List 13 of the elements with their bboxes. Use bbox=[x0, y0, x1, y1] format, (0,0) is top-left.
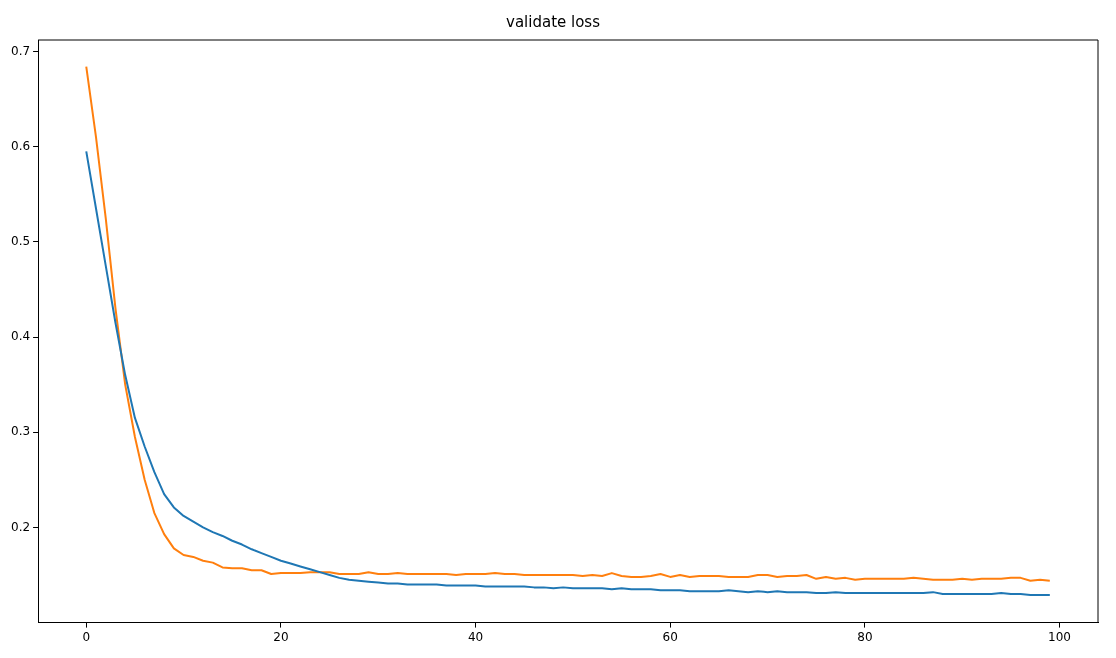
y-tick-label: 0.5 bbox=[10, 233, 31, 248]
x-tick-label: 40 bbox=[467, 629, 484, 644]
x-tick-label: 100 bbox=[1048, 629, 1072, 644]
x-tick-label: 80 bbox=[857, 629, 873, 644]
chart-title: validate loss bbox=[506, 12, 601, 31]
y-tick-label: 0.2 bbox=[10, 519, 31, 534]
y-tick-label: 0.7 bbox=[10, 43, 31, 58]
x-tick-label: 20 bbox=[273, 629, 289, 644]
y-tick-label: 0.4 bbox=[10, 329, 31, 344]
y-tick-label: 0.6 bbox=[10, 138, 31, 153]
x-tick-label: 0 bbox=[82, 629, 91, 644]
x-tick-label: 60 bbox=[662, 629, 678, 644]
y-tick-label: 0.3 bbox=[10, 424, 31, 439]
